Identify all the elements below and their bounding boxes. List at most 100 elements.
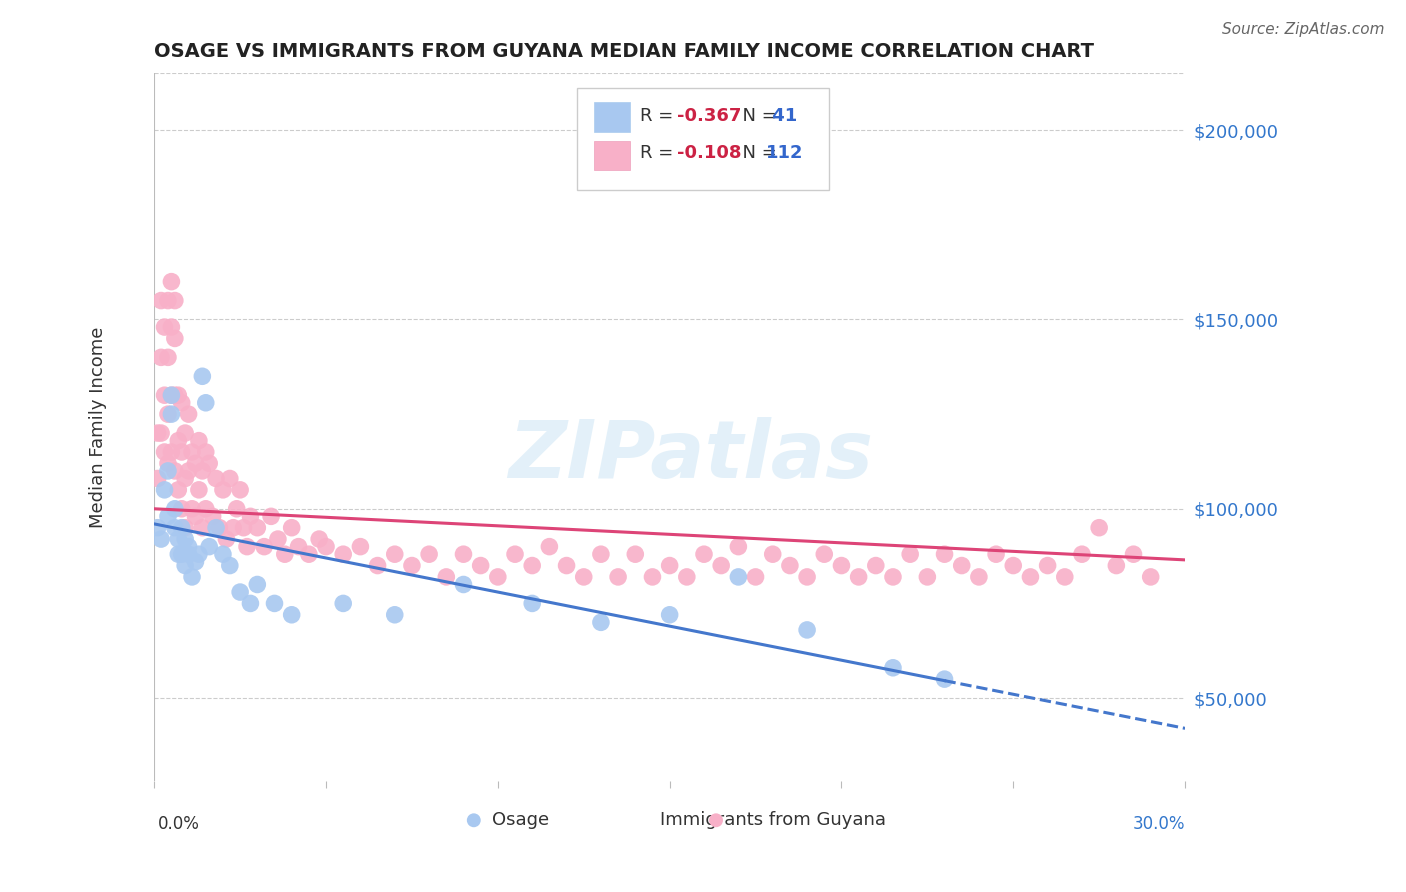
Point — [434, 570, 457, 584]
Point — [675, 570, 697, 584]
Point — [917, 570, 939, 584]
Point — [205, 521, 228, 535]
Point — [401, 558, 423, 573]
Point — [898, 547, 921, 561]
Point — [658, 558, 681, 573]
Point — [170, 501, 193, 516]
Point — [267, 532, 290, 546]
Point — [153, 445, 176, 459]
Point — [848, 570, 870, 584]
Point — [589, 547, 612, 561]
Point — [212, 483, 235, 497]
Point — [160, 445, 183, 459]
Point — [1122, 547, 1144, 561]
Point — [191, 521, 214, 535]
Point — [315, 540, 337, 554]
Point — [184, 555, 207, 569]
Point — [177, 547, 200, 561]
Point — [174, 532, 197, 546]
Point — [882, 570, 904, 584]
Point — [146, 471, 169, 485]
Point — [607, 570, 630, 584]
Text: R =: R = — [640, 145, 679, 162]
Point — [191, 369, 214, 384]
Text: 30.0%: 30.0% — [1133, 815, 1185, 833]
Point — [349, 540, 371, 554]
Point — [727, 540, 749, 554]
Point — [153, 388, 176, 402]
Point — [332, 547, 354, 561]
Point — [1071, 547, 1094, 561]
Point — [150, 532, 173, 546]
Point — [934, 672, 956, 686]
Text: Osage: Osage — [492, 812, 548, 830]
Point — [201, 509, 224, 524]
Text: 0.0%: 0.0% — [157, 815, 200, 833]
Point — [181, 501, 204, 516]
Point — [167, 547, 190, 561]
Point — [187, 434, 209, 448]
Point — [156, 464, 179, 478]
Point — [538, 540, 561, 554]
Point — [167, 388, 190, 402]
Point — [1105, 558, 1128, 573]
Point — [1208, 880, 1230, 892]
Point — [177, 407, 200, 421]
Point — [253, 540, 276, 554]
Text: -0.108: -0.108 — [676, 145, 741, 162]
Point — [174, 521, 197, 535]
Point — [225, 501, 247, 516]
Point — [163, 501, 186, 516]
Point — [156, 407, 179, 421]
Point — [156, 351, 179, 365]
Point — [453, 577, 475, 591]
Point — [160, 407, 183, 421]
Point — [198, 456, 221, 470]
Point — [762, 547, 785, 561]
Point — [658, 607, 681, 622]
Point — [308, 532, 330, 546]
Point — [453, 547, 475, 561]
Point — [950, 558, 973, 573]
Point — [160, 388, 183, 402]
Point — [298, 547, 321, 561]
Point — [522, 596, 544, 610]
Point — [167, 434, 190, 448]
Point — [796, 623, 818, 637]
Point — [280, 607, 302, 622]
Point — [167, 532, 190, 546]
Point — [555, 558, 578, 573]
Point — [589, 615, 612, 630]
Point — [215, 532, 238, 546]
Point — [167, 483, 190, 497]
Point — [384, 547, 406, 561]
Point — [624, 547, 647, 561]
Point — [184, 509, 207, 524]
Point — [181, 570, 204, 584]
Text: Source: ZipAtlas.com: Source: ZipAtlas.com — [1222, 22, 1385, 37]
Point — [194, 501, 217, 516]
Point — [1053, 570, 1076, 584]
Point — [160, 275, 183, 289]
Point — [263, 596, 285, 610]
Text: N =: N = — [731, 145, 783, 162]
Text: ZIPatlas: ZIPatlas — [508, 417, 873, 495]
Point — [332, 596, 354, 610]
Point — [150, 293, 173, 308]
Point — [184, 456, 207, 470]
Text: Immigrants from Guyana: Immigrants from Guyana — [659, 812, 886, 830]
Point — [1139, 570, 1161, 584]
Point — [174, 471, 197, 485]
Point — [984, 547, 1007, 561]
Point — [830, 558, 852, 573]
Point — [486, 570, 509, 584]
Point — [194, 445, 217, 459]
Point — [865, 558, 887, 573]
Point — [170, 396, 193, 410]
Point — [236, 540, 259, 554]
Point — [212, 547, 235, 561]
Point — [779, 558, 801, 573]
Point — [246, 577, 269, 591]
Point — [198, 540, 221, 554]
Point — [796, 570, 818, 584]
